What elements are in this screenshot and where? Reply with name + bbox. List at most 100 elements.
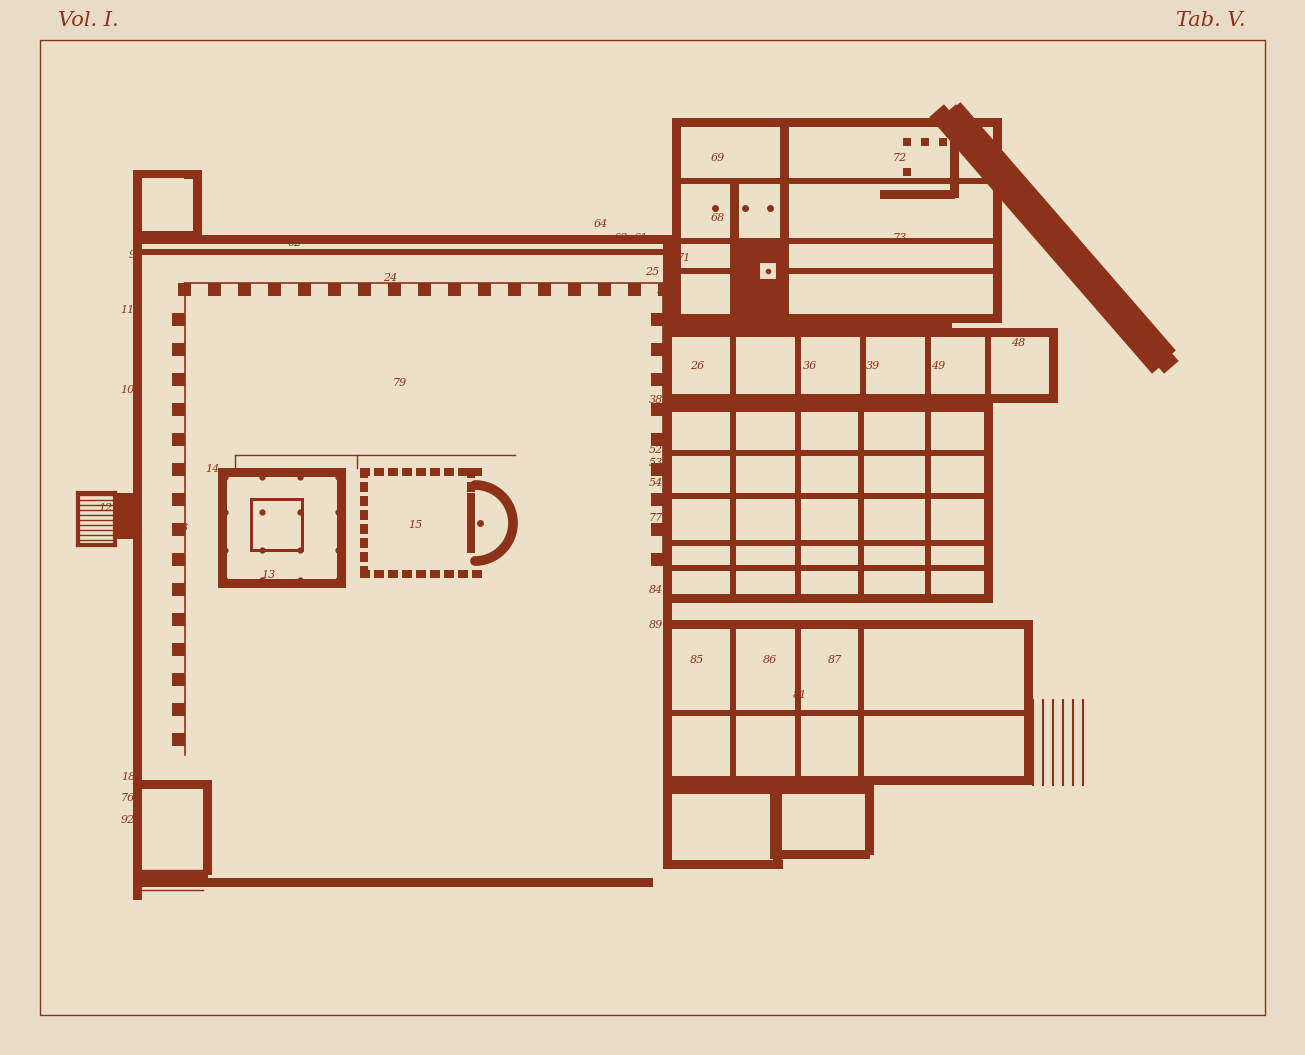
Text: 68: 68	[711, 213, 726, 223]
Bar	[770, 850, 870, 859]
Bar	[651, 433, 664, 446]
Bar	[172, 613, 185, 626]
Bar	[651, 553, 664, 565]
Bar	[672, 314, 1002, 323]
Text: 49: 49	[930, 361, 945, 371]
Bar	[729, 620, 736, 785]
Text: 79: 79	[393, 378, 407, 388]
Bar	[298, 283, 311, 296]
Bar	[218, 468, 227, 588]
Bar	[431, 468, 440, 476]
Bar	[360, 538, 368, 548]
Bar	[770, 785, 870, 794]
Text: 54: 54	[649, 478, 663, 488]
Bar	[133, 231, 198, 239]
Text: 38: 38	[649, 395, 663, 405]
Bar	[172, 673, 185, 686]
Bar	[651, 373, 664, 386]
Bar	[903, 168, 911, 176]
Bar	[598, 283, 611, 296]
Bar	[985, 328, 990, 403]
Bar	[651, 313, 664, 326]
Bar	[172, 493, 185, 506]
Bar	[172, 313, 185, 326]
Bar	[360, 552, 368, 562]
Bar	[360, 524, 368, 534]
Text: 65: 65	[735, 253, 749, 263]
Text: 77: 77	[649, 513, 663, 523]
Bar	[672, 118, 681, 323]
Text: 89: 89	[649, 620, 663, 630]
Bar	[360, 496, 368, 506]
Bar	[458, 468, 468, 476]
Bar	[467, 468, 475, 478]
Bar	[568, 283, 581, 296]
Bar	[508, 283, 521, 296]
Bar	[903, 138, 911, 146]
Bar	[133, 235, 673, 244]
Bar	[458, 570, 468, 578]
Text: 81: 81	[793, 690, 806, 701]
Bar	[663, 235, 672, 325]
Bar	[729, 328, 736, 403]
Text: 63: 63	[613, 233, 628, 243]
Bar	[193, 170, 202, 239]
Bar	[672, 178, 1002, 184]
Bar	[880, 118, 955, 127]
Bar	[177, 283, 191, 296]
Bar	[358, 283, 371, 296]
Bar	[729, 238, 739, 318]
Bar	[651, 403, 664, 416]
Bar	[729, 313, 780, 319]
Text: 9: 9	[128, 250, 136, 260]
Text: 71: 71	[677, 253, 692, 263]
Bar	[663, 403, 993, 413]
Bar	[416, 570, 425, 578]
Bar	[940, 138, 947, 146]
Bar	[880, 190, 955, 199]
Text: 87: 87	[827, 655, 842, 665]
Text: 52: 52	[649, 445, 663, 455]
Bar	[672, 118, 1002, 127]
Bar	[663, 785, 672, 865]
Bar	[663, 776, 1034, 785]
Bar	[663, 328, 672, 403]
Bar	[795, 328, 801, 403]
Text: 84: 84	[649, 586, 663, 595]
Bar	[388, 570, 398, 578]
Bar	[172, 463, 185, 476]
Text: Vol. I.: Vol. I.	[57, 11, 119, 30]
Bar	[663, 710, 1034, 716]
Bar	[663, 450, 993, 456]
Bar	[431, 570, 440, 578]
Text: 83: 83	[175, 523, 189, 533]
Bar	[478, 283, 491, 296]
Bar	[672, 314, 1002, 323]
Text: 26: 26	[690, 361, 705, 371]
Bar	[860, 328, 867, 403]
Bar	[444, 468, 454, 476]
Bar	[115, 493, 140, 538]
Bar	[773, 785, 782, 865]
Bar	[172, 703, 185, 716]
Bar	[172, 553, 185, 565]
Bar	[360, 570, 371, 578]
Bar	[448, 283, 461, 296]
Text: 85: 85	[690, 655, 705, 665]
Bar	[472, 570, 482, 578]
Bar	[142, 178, 184, 230]
Bar	[729, 403, 736, 603]
Bar	[776, 238, 786, 318]
Bar	[467, 493, 475, 553]
Text: 62: 62	[288, 238, 303, 248]
Text: 10: 10	[120, 385, 134, 395]
Text: 24: 24	[382, 273, 397, 283]
Text: 64: 64	[594, 219, 608, 229]
Bar	[1049, 328, 1058, 403]
Bar	[865, 785, 874, 855]
Bar	[750, 248, 786, 283]
Bar	[651, 523, 664, 536]
Bar	[857, 620, 864, 785]
Bar	[651, 463, 664, 476]
Bar	[658, 283, 671, 296]
